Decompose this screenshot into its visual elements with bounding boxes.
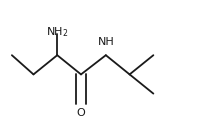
- Text: NH: NH: [97, 37, 114, 47]
- Text: O: O: [77, 108, 85, 118]
- Text: NH$_2$: NH$_2$: [46, 25, 68, 39]
